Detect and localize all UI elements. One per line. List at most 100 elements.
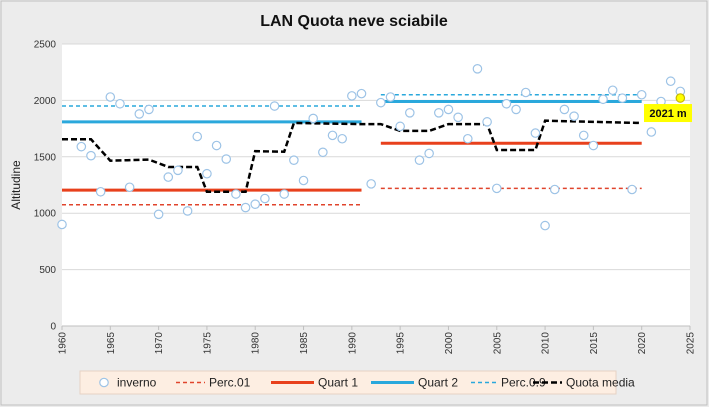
inverno-point [433, 108, 444, 118]
inverno-point [173, 165, 183, 176]
legend-label: inverno [117, 376, 157, 390]
legend-box [79, 370, 617, 395]
grid-lines [62, 43, 690, 271]
x-tick-label: 1995 [396, 332, 407, 355]
inverno-point [347, 91, 357, 101]
inverno-point [202, 168, 212, 179]
x-tick-label: 2015 [589, 332, 600, 355]
inverno-point [192, 131, 203, 142]
inverno-point [318, 147, 328, 158]
inverno-point [607, 85, 618, 96]
inverno-point [491, 183, 502, 194]
inverno-point [327, 130, 338, 141]
inverno-point [443, 104, 454, 115]
inverno-point [385, 92, 396, 102]
inverno-point [414, 155, 425, 165]
x-tick-label: 2010 [541, 332, 552, 355]
x-tick-label: 1965 [106, 332, 117, 355]
inverno-point [636, 89, 647, 100]
inverno-point [182, 206, 193, 216]
inverno-point [308, 113, 318, 124]
inverno-point [540, 220, 550, 231]
inverno-point [395, 121, 405, 132]
inverno-point [366, 179, 376, 189]
x-tick-label: 2000 [444, 332, 455, 355]
inverno-point [221, 154, 232, 164]
inverno-point [646, 127, 657, 137]
inverno-point [569, 111, 579, 121]
y-tick-label: 1500 [34, 152, 57, 163]
x-tick-label: 2020 [637, 332, 648, 355]
inverno-point [578, 130, 589, 141]
inverno-point [405, 108, 415, 118]
inverno-point [627, 184, 637, 195]
inverno-point [153, 209, 164, 220]
inverno-point [105, 92, 116, 102]
inverno-point [86, 150, 96, 161]
x-tick-label: 1970 [154, 332, 165, 355]
axes: 0 500 1000 1500 2000 2500 1960 1965 1970 1975 1980… [34, 40, 697, 355]
inverno-point [289, 155, 299, 165]
inverno-point [124, 182, 135, 193]
inverno-point [231, 189, 241, 199]
callout-label: 2021 m [649, 108, 687, 120]
inverno-point [144, 104, 154, 115]
legend-label: Perc.01 [209, 376, 251, 390]
inverno-point [134, 109, 145, 119]
y-tick-label: 2500 [34, 40, 57, 51]
inverno-point [462, 133, 473, 144]
inverno-point [240, 202, 251, 213]
legend-label: Quart 1 [318, 376, 358, 390]
legend-marker-inverno [99, 377, 109, 388]
plot-area [62, 44, 690, 326]
inverno-point [530, 128, 541, 138]
y-axis-title: Altitudine [9, 160, 23, 210]
x-tick-label: 2005 [492, 332, 503, 355]
highlight-point [675, 93, 686, 103]
inverno-point [337, 133, 347, 144]
inverno-point [520, 87, 531, 98]
inverno-point [511, 104, 521, 115]
y-tick-label: 2000 [34, 96, 57, 107]
inverno-point [424, 148, 434, 159]
inverno-point [356, 88, 367, 99]
x-tick-label: 1980 [251, 332, 262, 355]
inverno-point [588, 140, 599, 151]
inverno-point [376, 97, 386, 108]
chart-title: LAN Quota neve sciabile [260, 13, 448, 30]
legend-label: Quart 2 [418, 376, 458, 390]
annotation: 2021 m [644, 93, 692, 123]
inverno-point [472, 64, 483, 74]
legend-label: Perc.0.9 [501, 376, 546, 390]
y-tick-label: 0 [50, 322, 56, 333]
y-tick-label: 500 [39, 265, 56, 276]
inverno-point [279, 189, 290, 199]
inverno-point [269, 101, 280, 111]
inverno-point [549, 184, 560, 195]
inverno-point [211, 140, 222, 151]
inverno-point [163, 172, 174, 182]
x-tick-label: 1990 [347, 332, 358, 355]
x-tick-label: 1975 [202, 332, 213, 355]
inverno-point [95, 186, 106, 197]
inverno-point [115, 98, 125, 109]
legend-label: Quota media [566, 376, 635, 390]
inverno-point [559, 104, 570, 115]
inverno-point [453, 112, 463, 123]
series-layer [57, 64, 686, 231]
inverno-point [260, 193, 270, 204]
x-tick-label: 1985 [299, 332, 310, 355]
callout-box [644, 104, 692, 123]
y-tick-label: 1000 [34, 209, 57, 220]
inverno-point [501, 98, 512, 109]
inverno-point [76, 141, 87, 152]
inverno-point [617, 93, 628, 103]
x-tick-label: 1960 [58, 332, 69, 355]
legend: inverno Perc.01 Quart 1 Quart 2 Perc.0.9 Quot… [79, 370, 635, 395]
inverno-point [482, 117, 492, 127]
inverno-point [598, 94, 608, 105]
inverno-point [665, 76, 676, 87]
x-tick-label: 2025 [686, 332, 697, 355]
